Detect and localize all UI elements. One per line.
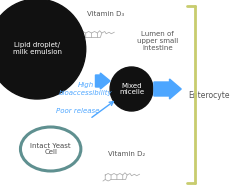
- Text: Mixed
micelle: Mixed micelle: [119, 83, 144, 95]
- Text: Vitamin D₂: Vitamin D₂: [108, 151, 145, 157]
- Text: High
bioaccessibility: High bioaccessibility: [59, 82, 113, 96]
- Ellipse shape: [0, 0, 86, 99]
- Ellipse shape: [110, 67, 153, 111]
- FancyArrow shape: [95, 73, 110, 89]
- Text: Vitamin D₃: Vitamin D₃: [87, 11, 124, 17]
- Text: Lipid droplet/
milk emulsion: Lipid droplet/ milk emulsion: [13, 43, 62, 56]
- FancyArrow shape: [154, 79, 181, 99]
- Text: Intact Yeast
Cell: Intact Yeast Cell: [30, 143, 71, 156]
- Text: Enterocyte: Enterocyte: [189, 91, 230, 99]
- Text: Poor release: Poor release: [56, 108, 100, 114]
- Text: Lumen of
upper small
intestine: Lumen of upper small intestine: [137, 31, 179, 51]
